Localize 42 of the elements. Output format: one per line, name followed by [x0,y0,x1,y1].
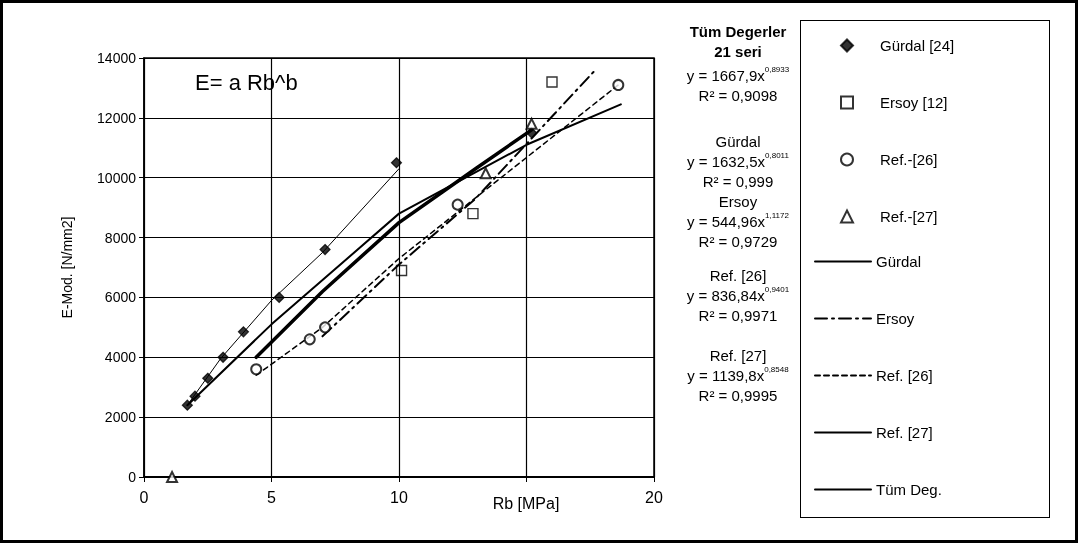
y-tick-label: 10000 [97,169,137,186]
x-tick-label: 10 [390,488,408,506]
legend-label: Gürdal [876,253,922,270]
point [237,326,250,338]
legend-label: Ref.-[26] [880,151,938,168]
legend-label: Tüm Deg. [876,481,942,498]
point [303,333,316,346]
y-tick-label: 12000 [97,109,137,126]
y-tick-label: 14000 [97,50,137,66]
legend-label: Gürdal [24] [880,37,955,54]
point [319,243,331,256]
y-tick-label: 8000 [104,229,137,246]
point [189,390,201,402]
x-tick-label: 5 [267,488,277,506]
y-tick-label: 4000 [104,349,137,366]
point [526,127,538,139]
point [546,76,558,88]
x-tick-label: 0 [139,488,149,506]
y-axis-title: E-Mod. [N/mm2] [59,216,75,319]
legend-label: Ref. [27] [876,424,933,441]
point [395,264,408,277]
point [202,372,214,384]
y-tick-label: 2000 [104,409,137,426]
x-tick-label: 20 [645,488,663,506]
point [319,321,332,334]
point [181,399,193,411]
y-tick-label: 0 [128,469,137,485]
legend-label: Ref.-[27] [880,208,938,225]
point [217,351,229,363]
point [250,363,263,376]
x-axis-title: Rb [MPa] [492,494,560,512]
point [479,167,492,180]
point [525,117,538,130]
legend-label: Ref. [26] [876,367,933,384]
point [273,291,285,304]
point [467,207,479,220]
legend-label: Ersoy [876,310,915,327]
point [612,78,625,91]
legend-label: Ersoy [12] [880,94,948,111]
point [451,198,464,211]
y-tick-label: 6000 [104,289,137,306]
point [390,157,403,169]
